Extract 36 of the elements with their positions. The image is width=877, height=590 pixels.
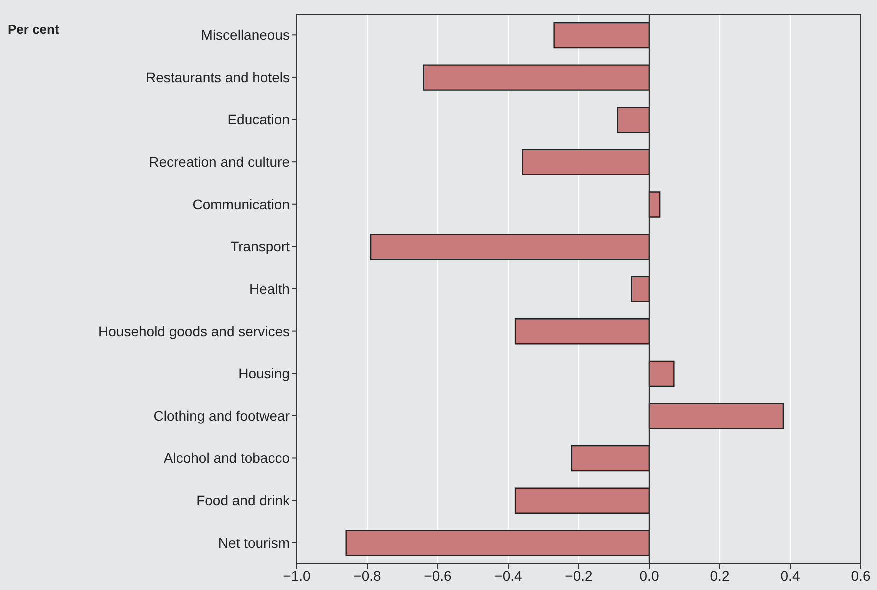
y-tick-label: Housing	[238, 366, 290, 382]
x-tick-label: −0.6	[424, 568, 452, 584]
bar	[423, 64, 650, 91]
y-tick-label: Household goods and services	[98, 323, 290, 340]
x-tick-label: 0.6	[851, 568, 871, 584]
bar	[522, 149, 650, 176]
bar	[648, 403, 784, 430]
x-tick-label: 0.0	[640, 568, 660, 584]
bar	[554, 22, 650, 49]
bar	[346, 530, 650, 556]
y-tick-label: Restaurants and hotels	[146, 69, 290, 86]
y-tick-label: Net tourism	[218, 534, 290, 551]
bar	[370, 234, 650, 260]
x-axis-title: Per cent	[8, 22, 60, 37]
bar	[648, 360, 675, 388]
y-tick-label: Health	[250, 280, 290, 297]
bar	[571, 445, 650, 472]
y-tick-label: Food and drink	[196, 492, 291, 509]
x-tick-label: −1.0	[283, 568, 312, 584]
y-tick-label: Education	[228, 112, 290, 128]
x-tick-label: −0.8	[354, 568, 382, 584]
y-tick-label: Transport	[230, 238, 290, 255]
x-tick-label: −0.4	[494, 568, 523, 584]
bar	[617, 107, 650, 134]
bar	[631, 276, 650, 302]
bar	[648, 192, 661, 218]
x-tick-label: 0.4	[780, 568, 800, 584]
bar	[514, 318, 650, 345]
x-tick-label: −0.2	[565, 568, 594, 584]
x-tick-label: 0.2	[710, 568, 730, 584]
y-tick-label: Alcohol and tobacco	[164, 450, 290, 466]
y-tick-label: Miscellaneous	[201, 27, 290, 44]
y-tick-label: Recreation and culture	[149, 154, 290, 170]
y-tick-label: Communication	[192, 196, 290, 212]
bar	[514, 488, 650, 514]
y-tick-label: Clothing and footwear	[154, 408, 290, 424]
